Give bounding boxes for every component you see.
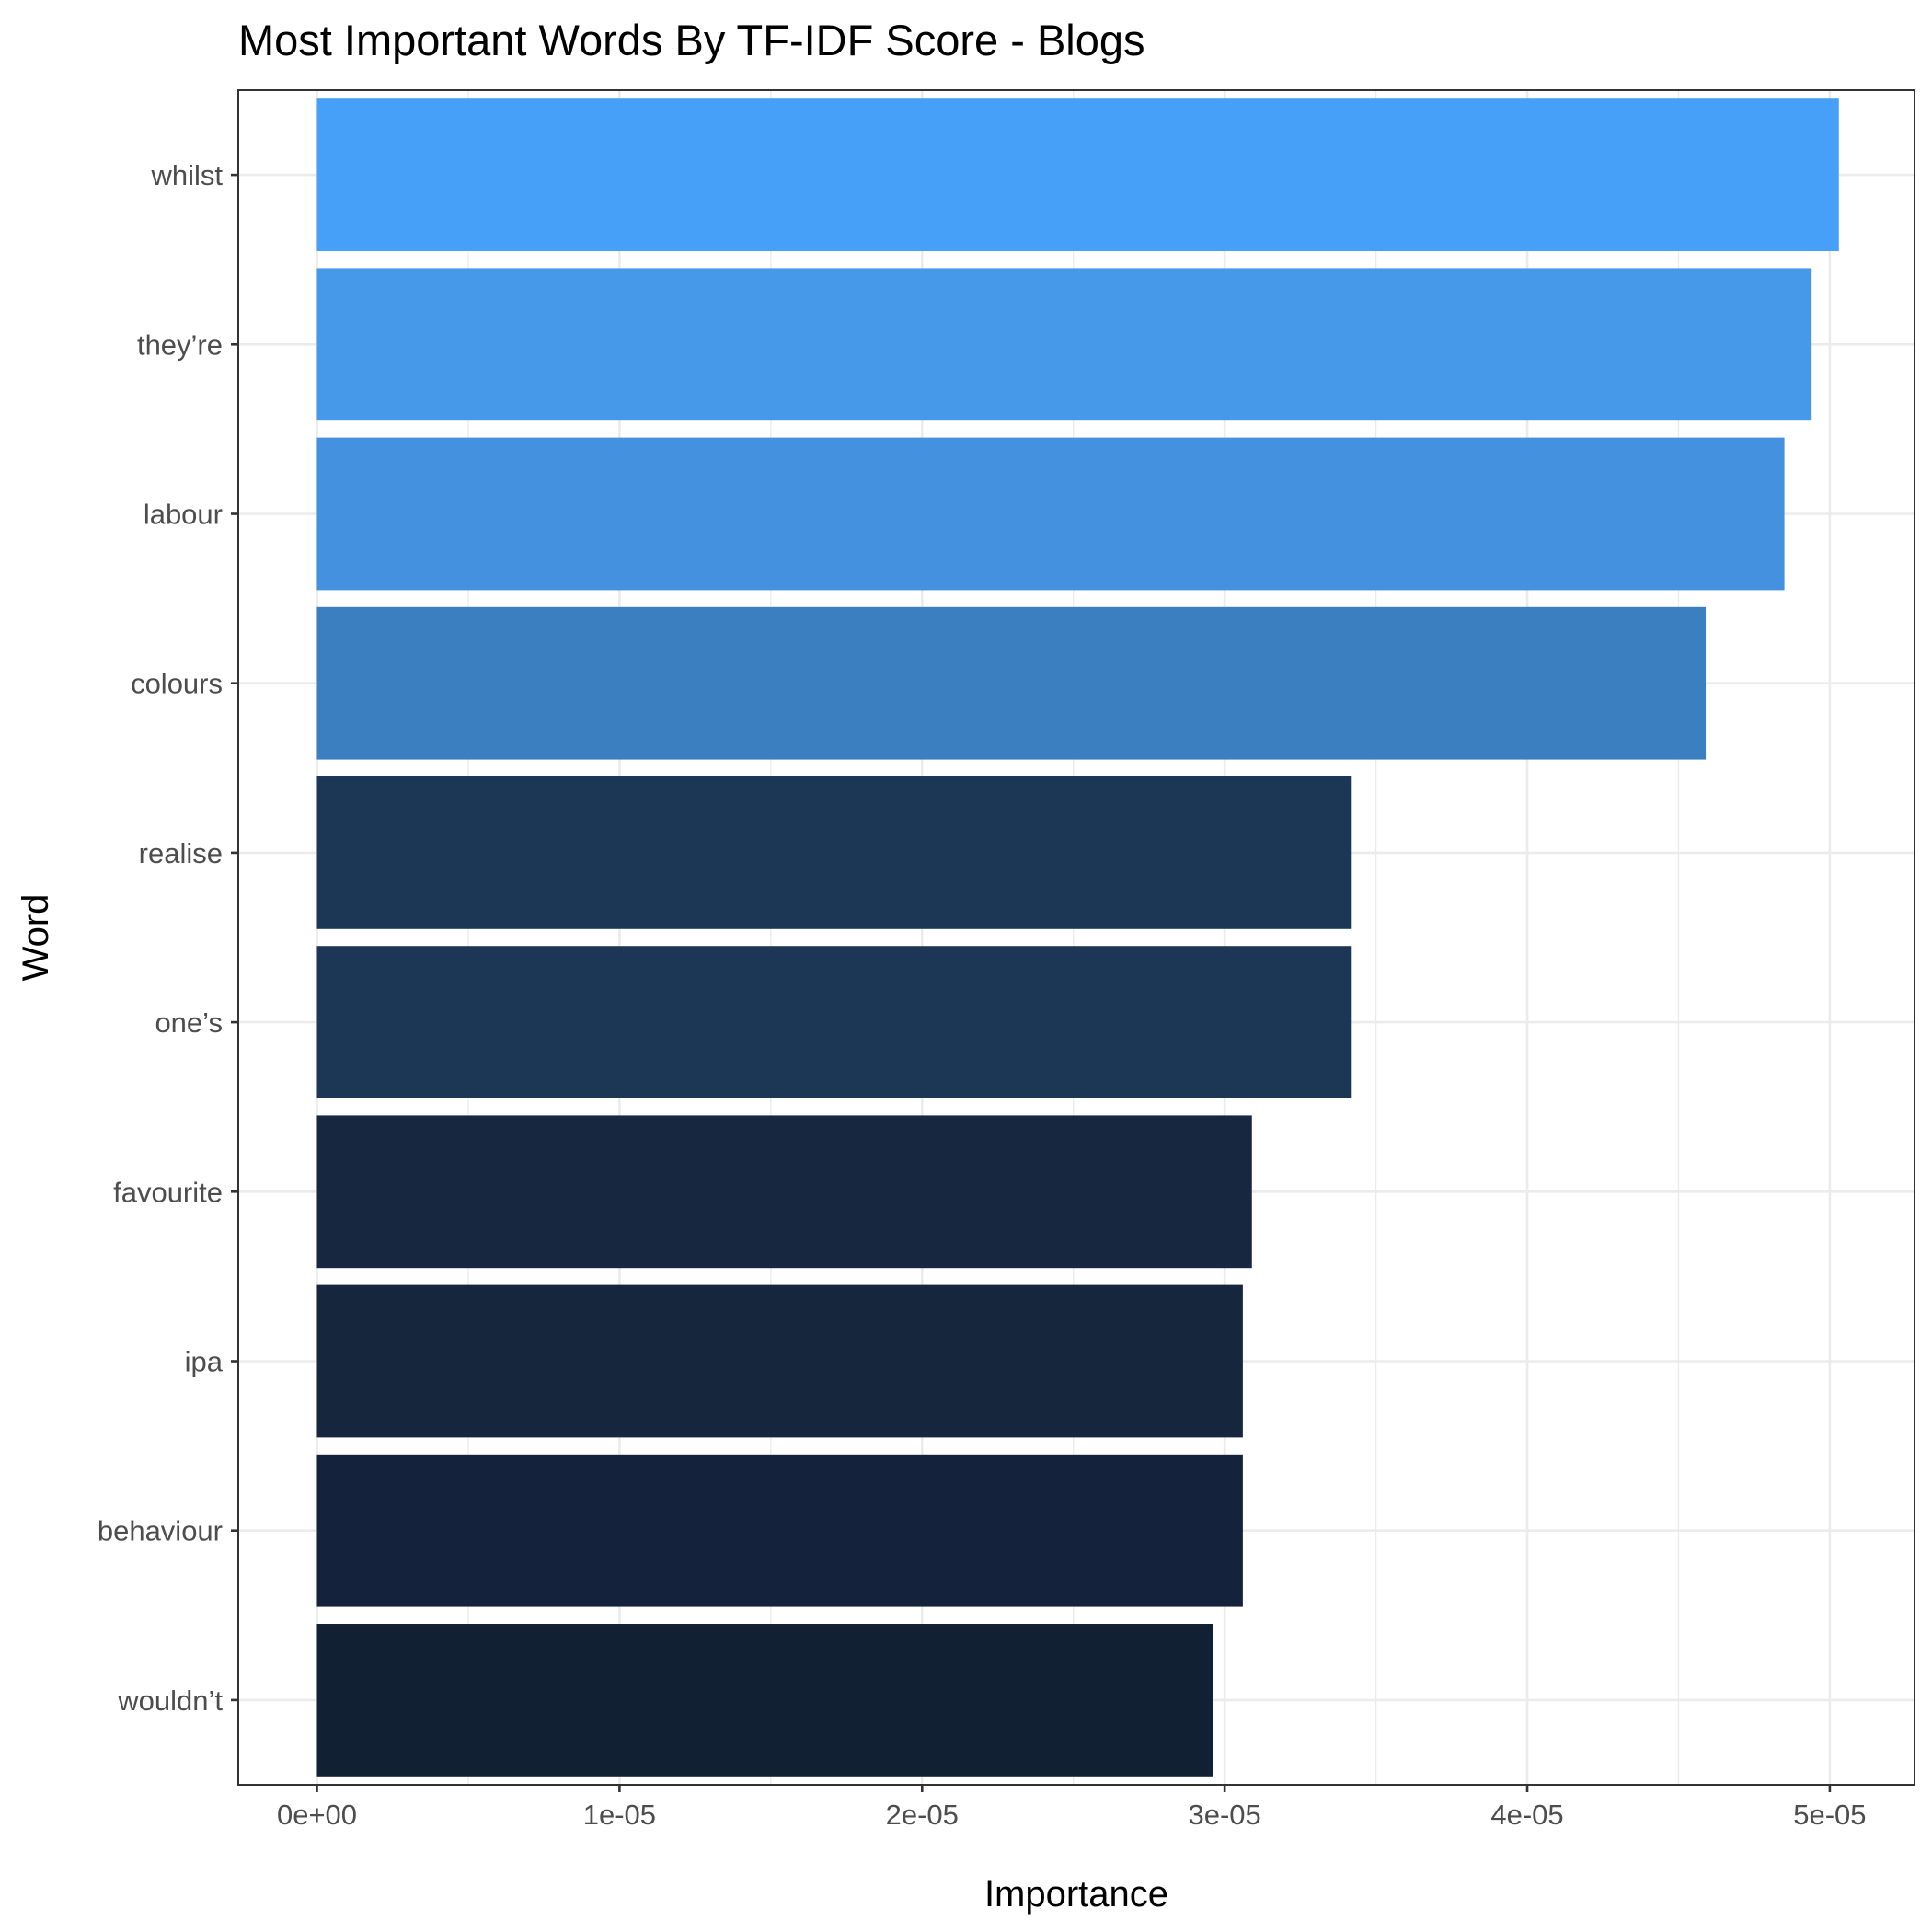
y-tick-label: whilst	[150, 159, 223, 191]
x-tick-label: 4e-05	[1490, 1799, 1563, 1831]
x-tick-label: 3e-05	[1189, 1799, 1261, 1831]
bar-wouldn-t	[316, 1624, 1213, 1777]
x-tick-label: 1e-05	[583, 1799, 656, 1831]
y-axis-title: Word	[16, 894, 56, 982]
y-tick-label: ipa	[185, 1346, 224, 1378]
y-tick-label: wouldn’t	[117, 1685, 223, 1717]
y-tick-label: colours	[131, 668, 223, 700]
bar-favourite	[316, 1115, 1252, 1269]
chart-title: Most Important Words By TF-IDF Score - B…	[238, 16, 1145, 64]
plot-border	[237, 89, 1915, 1786]
x-tick-label: 5e-05	[1793, 1799, 1866, 1831]
bar-realise	[316, 776, 1352, 929]
bar-whilst	[316, 98, 1839, 251]
bar-one-s	[316, 946, 1352, 1098]
x-axis-title: Importance	[984, 1874, 1168, 1915]
y-tick-label: favourite	[113, 1176, 223, 1208]
bar-colours	[316, 606, 1707, 760]
bar-ipa	[316, 1284, 1243, 1438]
y-tick-label: realise	[139, 837, 223, 869]
bar-labour	[316, 437, 1785, 591]
y-tick-label: they’re	[137, 328, 223, 361]
x-tick-label: 0e+00	[277, 1799, 357, 1831]
bars	[316, 98, 1839, 1777]
axes: whilst they’re labour colours realise one’s fa…	[98, 159, 1867, 1831]
y-tick-label: labour	[144, 499, 223, 531]
x-tick-label: 2e-05	[886, 1799, 959, 1831]
y-tick-label: behaviour	[98, 1515, 223, 1547]
bar-they-re	[316, 268, 1812, 421]
bar-behaviour	[316, 1454, 1243, 1607]
y-tick-label: one’s	[155, 1006, 223, 1039]
